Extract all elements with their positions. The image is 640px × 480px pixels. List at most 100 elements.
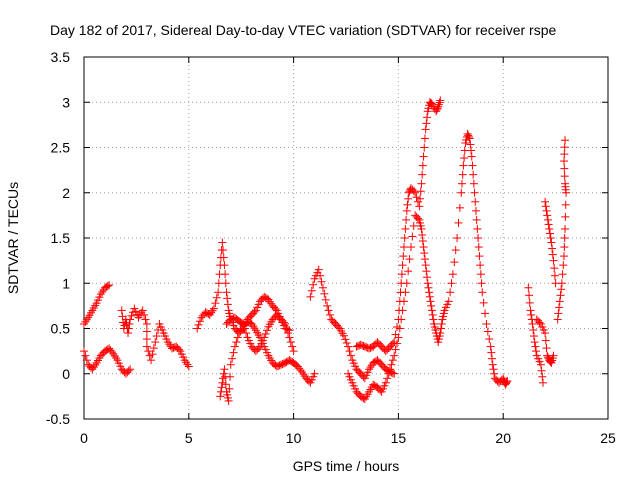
y-tick-label: 3.5	[51, 49, 71, 65]
data-point	[105, 281, 114, 290]
data-point	[212, 293, 221, 302]
data-point	[316, 271, 325, 280]
data-point	[455, 203, 464, 212]
data-point	[421, 125, 430, 134]
data-point	[323, 301, 332, 310]
data-point	[561, 224, 570, 233]
data-point	[561, 179, 570, 188]
data-point	[405, 255, 414, 264]
data-point	[543, 215, 552, 224]
data-point	[182, 358, 191, 367]
data-point	[400, 234, 409, 242]
data-point	[525, 298, 534, 307]
data-point	[286, 338, 295, 347]
data-point	[207, 308, 216, 317]
data-point	[420, 134, 429, 143]
data-point	[310, 369, 319, 378]
data-point	[342, 338, 351, 347]
x-tick-label: 0	[80, 430, 88, 446]
data-point	[427, 306, 436, 315]
data-point	[560, 143, 569, 152]
data-point	[88, 365, 97, 374]
data-point	[388, 339, 397, 348]
data-point	[539, 378, 548, 387]
data-point	[140, 310, 149, 319]
data-point	[527, 310, 536, 319]
data-point	[209, 304, 218, 313]
data-point	[530, 338, 539, 347]
data-point	[223, 300, 232, 309]
data-point	[406, 243, 415, 252]
data-point	[532, 347, 541, 356]
data-point	[321, 295, 330, 304]
data-point	[467, 146, 476, 155]
data-point	[221, 279, 230, 288]
data-point	[383, 374, 392, 383]
data-point	[423, 113, 432, 122]
data-point	[436, 96, 445, 105]
data-point	[468, 161, 477, 170]
data-point	[148, 350, 157, 359]
data-point	[502, 378, 511, 387]
data-point	[80, 319, 88, 328]
y-axis-tick-labels: -0.5 0 0.5 1 1.5 2 2.5 3 3.5	[46, 49, 70, 427]
data-point	[318, 283, 327, 292]
data-point	[175, 345, 184, 354]
data-point	[466, 140, 475, 149]
data-point	[488, 360, 497, 369]
data-point	[214, 279, 223, 288]
data-point	[345, 347, 354, 356]
data-point	[555, 303, 564, 312]
data-point	[314, 265, 323, 274]
y-tick-label: 3	[62, 94, 70, 110]
data-point	[142, 319, 151, 328]
data-point	[391, 330, 400, 339]
data-point	[260, 333, 269, 342]
data-point	[470, 188, 479, 197]
data-point	[471, 206, 480, 215]
data-point	[402, 206, 411, 215]
data-point	[183, 360, 192, 369]
data-point	[547, 238, 556, 247]
plot-frame	[83, 56, 609, 420]
data-point	[240, 324, 249, 333]
data-point	[538, 372, 547, 381]
data-point	[413, 214, 422, 223]
data-point	[524, 283, 533, 292]
data-point	[285, 333, 294, 342]
data-point	[423, 273, 432, 282]
data-point	[397, 279, 406, 288]
data-point	[419, 243, 428, 252]
data-point	[536, 360, 545, 369]
data-point	[110, 351, 119, 360]
data-point	[543, 211, 552, 220]
data-point	[417, 179, 426, 188]
x-tick-label: 5	[185, 430, 193, 446]
data-point	[546, 229, 555, 238]
data-point	[450, 258, 459, 267]
data-point	[490, 369, 499, 378]
data-point	[412, 193, 421, 202]
data-point	[549, 351, 558, 360]
data-point	[81, 351, 90, 360]
data-point	[429, 315, 438, 324]
data-point	[488, 354, 497, 363]
data-point	[458, 170, 467, 179]
data-point	[404, 194, 413, 203]
data-point	[239, 319, 248, 328]
data-point	[417, 224, 426, 233]
data-point	[82, 315, 91, 324]
data-point	[545, 224, 554, 233]
data-point	[448, 270, 457, 279]
data-point	[223, 294, 232, 303]
data-point	[152, 332, 161, 341]
data-point	[477, 279, 486, 288]
data-point	[537, 366, 546, 375]
data-point	[126, 365, 135, 374]
data-point	[261, 329, 270, 338]
data-point	[531, 342, 540, 351]
data-point	[398, 261, 407, 270]
data-point	[228, 354, 237, 363]
data-point	[339, 331, 348, 340]
data-point	[541, 197, 550, 206]
